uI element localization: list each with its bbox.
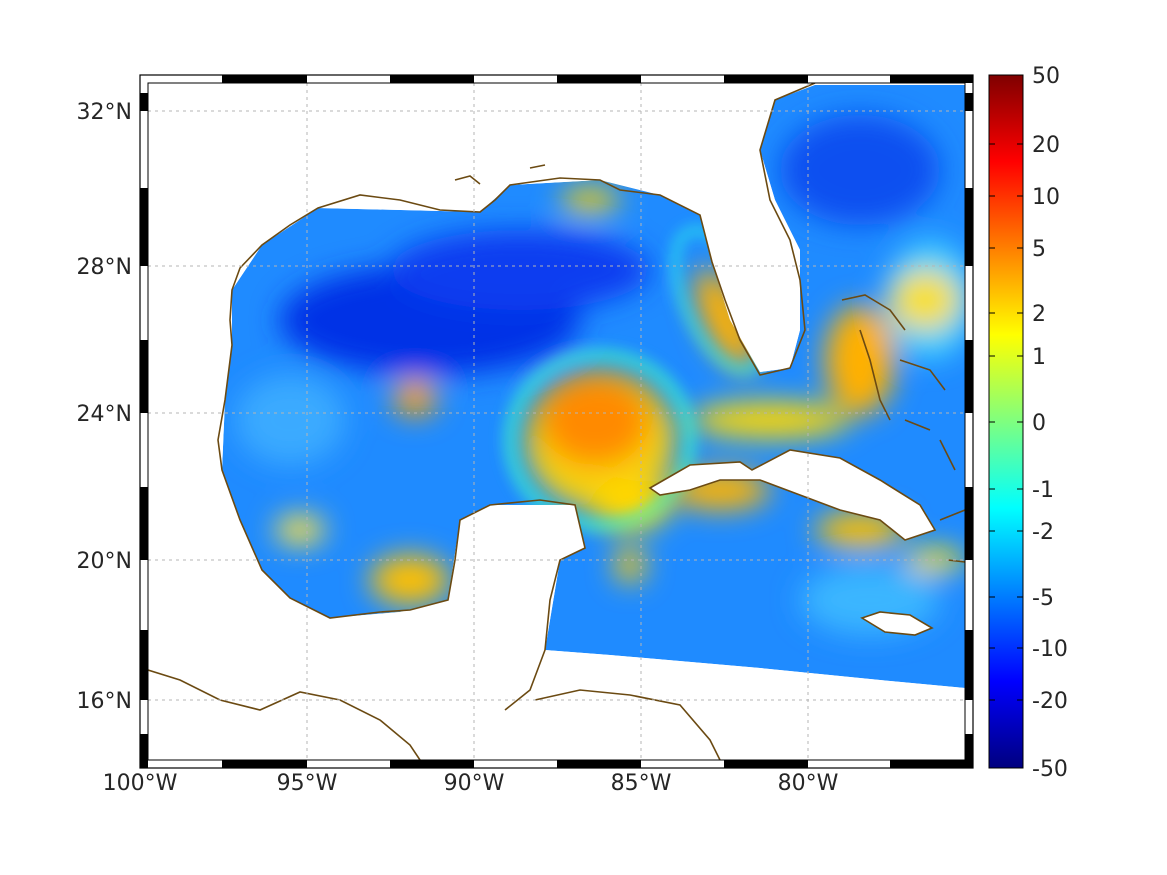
colorbar-label: 20	[1032, 133, 1060, 158]
western-campeche	[275, 515, 325, 545]
colorbar-label: 10	[1032, 185, 1060, 210]
hispaniola-coastline	[939, 509, 965, 563]
yucatan-channel-warm	[615, 547, 645, 583]
x-tick-label: 100°W	[103, 771, 178, 796]
frame-segment-bottom	[222, 760, 307, 768]
frame-segment-top	[724, 75, 808, 83]
map-frame	[139, 74, 974, 769]
bay-of-campeche	[370, 555, 450, 605]
us-gulf-coastline	[217, 83, 816, 711]
y-tick-label: 32°N	[77, 100, 132, 125]
colorbar-label: 50	[1032, 64, 1060, 89]
frame-segment-top	[557, 75, 641, 83]
mobile-bay-warm	[560, 188, 620, 212]
colorbar-label: -1	[1032, 478, 1054, 503]
loop-current-ring	[503, 348, 697, 532]
colorbar-label: -5	[1032, 586, 1054, 611]
y-tick-label: 28°N	[77, 255, 132, 280]
colorbar-label: 1	[1032, 345, 1046, 370]
west-florida-shelf	[694, 269, 756, 371]
graticule	[148, 83, 965, 760]
central-america-coastline	[148, 669, 421, 760]
frame-segment-bottom	[390, 760, 474, 768]
y-tick-label: 24°N	[77, 402, 132, 427]
cuba-land	[650, 450, 935, 540]
frame-segment-right	[965, 734, 973, 768]
frame-segment-left	[140, 188, 148, 266]
map-field	[148, 83, 965, 760]
x-tick-label: 95°W	[277, 771, 338, 796]
frame-segment-right	[965, 93, 973, 111]
colorbar-label: 0	[1032, 411, 1046, 436]
frame-segment-right	[965, 487, 973, 560]
frame-inner-outline	[147, 82, 966, 761]
colorbar-label: 2	[1032, 302, 1046, 327]
x-tick-label: 90°W	[444, 771, 505, 796]
colorbar-label: -2	[1032, 520, 1054, 545]
frame-outline	[139, 74, 974, 769]
frame-segment-bottom	[890, 760, 973, 768]
frame-segment-bottom	[557, 760, 641, 768]
frame-segment-top	[890, 75, 973, 83]
western-gulf-eddy	[393, 380, 437, 416]
colorbar-label: -20	[1032, 689, 1068, 714]
western-gulf-light	[235, 375, 345, 465]
cuba-coastline	[648, 449, 937, 541]
y-axis: 32°N 28°N 24°N 20°N 16°N	[77, 100, 132, 714]
coastlines	[148, 83, 965, 760]
x-axis: 100°W 95°W 90°W 85°W 80°W	[103, 771, 839, 796]
frame-segment-left	[140, 630, 148, 700]
florida-straits	[690, 402, 850, 438]
frame-segment-left	[140, 340, 148, 413]
colorbar-label: -50	[1032, 757, 1068, 782]
frame-segment-left	[140, 487, 148, 560]
x-tick-label: 80°W	[778, 771, 839, 796]
frame-segment-right	[965, 340, 973, 413]
bahamas-warm	[825, 305, 895, 415]
anomaly-blobs	[235, 115, 965, 635]
bahamas-east	[890, 270, 960, 330]
frame-segment-right	[965, 188, 973, 266]
jamaica-coastline	[860, 611, 934, 636]
bahamas-islands	[841, 294, 956, 471]
north-america-land	[148, 83, 965, 760]
frame-segment-left	[140, 93, 148, 111]
frame-segment-top	[222, 75, 307, 83]
atlantic-minimum	[780, 115, 940, 225]
colorbar-label: -10	[1032, 637, 1068, 662]
x-tick-label: 85°W	[611, 771, 672, 796]
frame-segment-bottom	[724, 760, 808, 768]
loop-current-core	[540, 375, 650, 465]
mississippi-delta	[454, 164, 546, 185]
frame-segment-left	[140, 734, 148, 768]
frame-segment-top	[390, 75, 474, 83]
y-tick-label: 20°N	[77, 549, 132, 574]
frame-segment-right	[965, 630, 973, 700]
y-tick-label: 16°N	[77, 689, 132, 714]
colorbar-label: 5	[1032, 237, 1046, 262]
north-gulf-minimum	[390, 230, 650, 310]
